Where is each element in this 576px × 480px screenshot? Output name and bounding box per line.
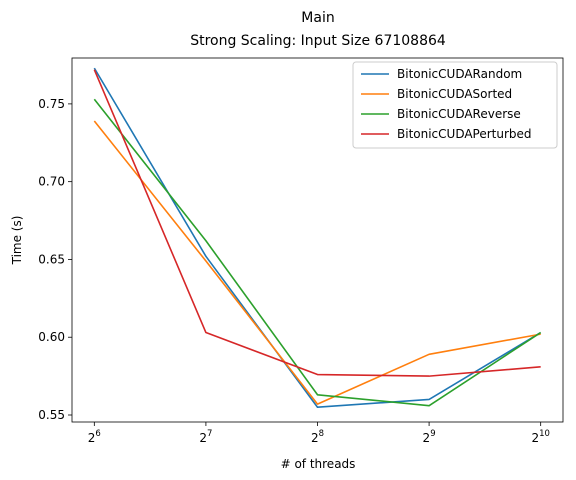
plot-series-group bbox=[93, 67, 542, 409]
y-tick-label: 0.55 bbox=[38, 408, 65, 422]
x-tick-label: 29 bbox=[423, 429, 436, 445]
y-tick-label: 0.65 bbox=[38, 252, 65, 266]
x-axis-label: # of threads bbox=[281, 457, 356, 471]
x-tick-label: 210 bbox=[531, 429, 549, 445]
y-axis-ticks: 0.55 0.60 0.65 0.70 0.75 bbox=[38, 97, 72, 422]
legend: BitonicCUDARandom BitonicCUDASorted Bitoni… bbox=[352, 61, 558, 149]
chart-subtitle: Strong Scaling: Input Size 67108864 bbox=[190, 33, 446, 49]
x-tick-label: 28 bbox=[311, 429, 324, 445]
legend-label-0: BitonicCUDARandom bbox=[397, 67, 522, 81]
series-line-3 bbox=[93, 69, 541, 377]
legend-label-1: BitonicCUDASorted bbox=[397, 87, 512, 101]
legend-frame bbox=[352, 61, 558, 149]
y-axis-label: Time (s) bbox=[10, 216, 24, 266]
x-tick-label: 27 bbox=[199, 429, 212, 445]
chart-title: Main bbox=[301, 10, 334, 26]
y-tick-label: 0.60 bbox=[38, 330, 65, 344]
legend-label-3: BitonicCUDAPerturbed bbox=[397, 127, 532, 141]
series-line-1 bbox=[93, 120, 541, 405]
x-axis-ticks: 26 27 28 29 210 bbox=[88, 422, 550, 445]
legend-label-2: BitonicCUDAReverse bbox=[397, 107, 521, 121]
series-line-2 bbox=[93, 98, 542, 407]
y-tick-label: 0.70 bbox=[38, 175, 65, 189]
x-tick-label: 26 bbox=[88, 429, 101, 445]
y-tick-label: 0.75 bbox=[38, 97, 65, 111]
